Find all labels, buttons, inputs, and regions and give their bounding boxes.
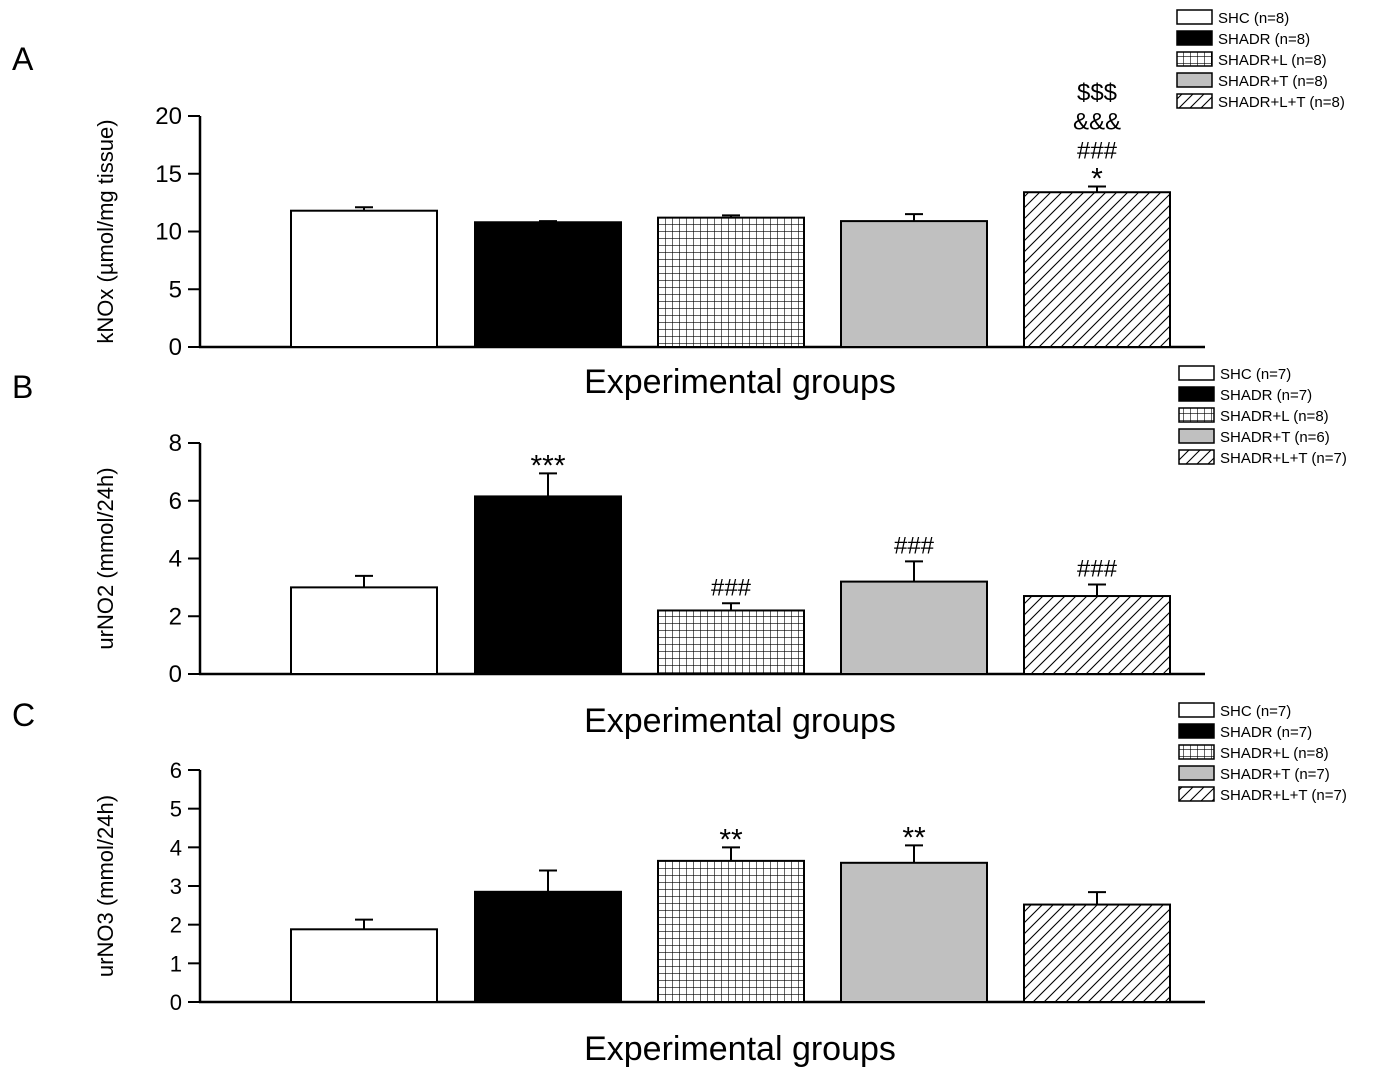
legend-label: SHADR+L (n=8) [1218,52,1327,69]
y-axis-label: urNO2 (mmol/24h) [93,467,118,649]
legend-swatch [1178,365,1215,381]
y-tick-label: 4 [169,546,182,573]
legend-label: SHADR+T (n=6) [1220,429,1330,446]
legend-swatch [1178,765,1215,781]
bar [840,220,988,348]
y-tick-label: 1 [170,951,182,976]
legend-label: SHADR (n=8) [1218,31,1310,48]
bar [1023,903,1171,1003]
legend-label: SHADR+L+T (n=8) [1218,94,1345,111]
legend-label: SHC (n=7) [1220,366,1291,383]
significance-mark: *** [530,449,565,482]
significance-mark: ### [894,532,935,559]
y-tick-label: 2 [169,603,182,630]
legend-swatch [1178,723,1215,739]
legend-swatch [1176,9,1213,25]
bar [840,580,988,675]
y-tick-label: 15 [155,161,182,188]
bar [474,221,622,348]
y-tick-label: 6 [170,758,182,783]
y-axis-label: kNOx (µmol/mg tissue) [93,119,118,343]
legend-swatch [1176,51,1213,67]
significance-mark: $$$ [1077,79,1117,106]
legend: SHC (n=7) SHADR (n=7) SHADR+L (n=8) SHADR+T… [1178,702,1347,804]
y-tick-label: 5 [170,797,182,822]
bar [474,890,622,1003]
bar [290,928,438,1003]
legend-label: SHADR+L+T (n=7) [1220,450,1347,467]
legend-label: SHC (n=8) [1218,10,1289,27]
panel-label: A [12,41,34,77]
y-tick-label: 2 [170,913,182,938]
legend-swatch [1178,449,1215,465]
y-tick-label: 10 [155,219,182,246]
legend-swatch [1178,744,1215,760]
legend-label: SHADR+T (n=7) [1220,766,1330,783]
y-tick-label: 0 [170,990,182,1015]
legend-label: SHADR (n=7) [1220,724,1312,741]
y-tick-label: 6 [169,488,182,515]
y-tick-label: 0 [169,661,182,688]
significance-mark: &&& [1073,108,1121,135]
significance-mark: ### [711,574,752,601]
legend-label: SHC (n=7) [1220,703,1291,720]
bar [1023,191,1171,348]
bar [290,586,438,675]
significance-mark: ### [1077,555,1118,582]
bar [290,209,438,348]
significance-mark: ** [902,821,926,854]
legend-swatch [1178,702,1215,718]
legend-label: SHADR+L (n=8) [1220,745,1329,762]
legend-swatch [1178,407,1215,423]
y-tick-label: 4 [170,835,182,860]
bar [657,609,805,675]
y-tick-label: 0 [169,334,182,361]
legend-swatch [1178,428,1215,444]
bar [474,495,622,676]
bar [657,216,805,348]
legend-label: SHADR+T (n=8) [1218,73,1328,90]
x-axis-label: Experimental groups [584,702,896,740]
significance-mark: ### [1077,137,1118,164]
panel-b: B 0 2 4 6 8 urNO2 (mmol/24h) Experimental group… [12,365,1347,740]
legend: SHC (n=8) SHADR (n=8) SHADR+L (n=8) SHADR+T… [1176,9,1345,111]
significance-mark: * [1091,162,1103,195]
x-axis-label: Experimental groups [584,1030,896,1068]
y-tick-label: 3 [170,874,182,899]
significance-mark: ** [719,823,743,856]
legend-label: SHADR+L+T (n=7) [1220,787,1347,804]
x-axis-label: Experimental groups [584,363,896,401]
legend-swatch [1176,93,1213,109]
legend-label: SHADR+L (n=8) [1220,408,1329,425]
y-axis-label: urNO3 (mmol/24h) [93,795,118,977]
panel-label: C [12,697,35,733]
y-tick-label: 5 [169,276,182,303]
panel-a: A 0 5 10 15 20 kNOx (µmol/mg tissue) Experiment… [12,9,1345,401]
legend-swatch [1176,72,1213,88]
y-tick-label: 8 [169,430,182,457]
bar [840,861,988,1003]
panel-c: C 0 1 2 3 4 5 6 urNO3 (mmol/24h) Experimental gro… [12,697,1347,1068]
legend-swatch [1178,386,1215,402]
legend-label: SHADR (n=7) [1220,387,1312,404]
bar [1023,595,1171,675]
panel-label: B [12,369,33,405]
legend-swatch [1176,30,1213,46]
legend: SHC (n=7) SHADR (n=7) SHADR+L (n=8) SHADR+T… [1178,365,1347,467]
y-tick-label: 20 [155,103,182,130]
bar [657,859,805,1003]
legend-swatch [1178,786,1215,802]
